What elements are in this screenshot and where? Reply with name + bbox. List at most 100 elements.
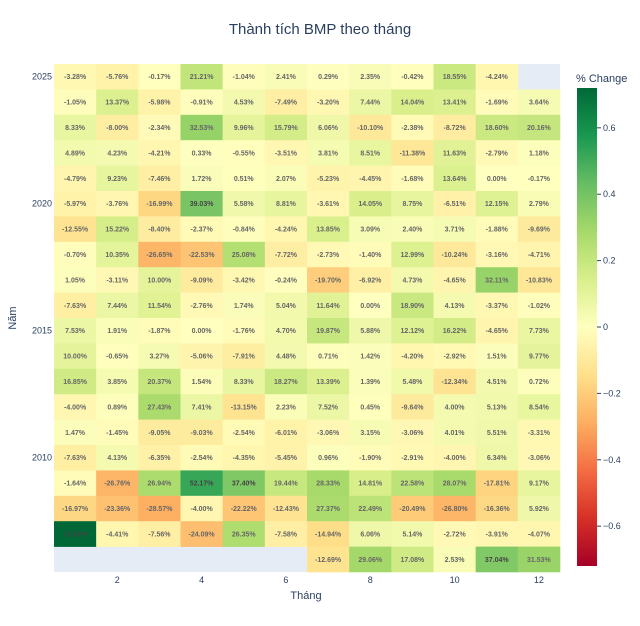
- heatmap-cell: [475, 241, 519, 268]
- heatmap-cell: [264, 89, 308, 116]
- cell-label: 2.40%: [402, 227, 423, 234]
- y-tick-label: 2020: [32, 199, 52, 209]
- heatmap-cell: [349, 191, 392, 217]
- cell-label: 1.42%: [360, 354, 381, 361]
- cell-label: -1.90%: [359, 455, 382, 462]
- heatmap-cell: [433, 343, 476, 370]
- heatmap-cell: [138, 495, 181, 522]
- heatmap-cell: [517, 394, 561, 420]
- heatmap-cells: -3.28% -5.76% -0.17% 21.21% -1.04% 2.41% 0.29%…: [54, 64, 561, 573]
- colorbar-tick-label: −0.6: [603, 521, 621, 531]
- heatmap-cell: [517, 470, 561, 497]
- heatmap-cell: [475, 394, 519, 420]
- y-tick-label: 2025: [32, 72, 52, 82]
- x-axis-ticks: 2 4 6 8 10 12: [115, 575, 544, 585]
- cell-label: 19.44%: [274, 481, 299, 488]
- cell-label: -14.94%: [315, 531, 342, 538]
- heatmap-cell: [433, 368, 476, 395]
- chart-title: Thành tích BMP theo tháng: [229, 21, 411, 38]
- heatmap-cell: [54, 267, 97, 293]
- heatmap-cell: [54, 368, 97, 395]
- cell-label: 14.05%: [358, 201, 383, 208]
- cell-label: 4.48%: [276, 354, 297, 361]
- cell-label: -16.36%: [484, 506, 511, 513]
- cell-label: 21.21%: [190, 74, 215, 81]
- cell-label: 10.00%: [148, 277, 173, 284]
- heatmap-cell: [222, 292, 266, 319]
- cell-label: 7.44%: [360, 100, 381, 107]
- heatmap-cell: [54, 292, 97, 319]
- heatmap-cell: [222, 343, 266, 370]
- cell-label: -19.70%: [315, 277, 342, 284]
- cell-label: -7.72%: [275, 252, 298, 259]
- cell-label: 2.07%: [276, 176, 297, 183]
- cell-label: 1.72%: [192, 176, 213, 183]
- cell-label: 12.99%: [401, 252, 426, 259]
- heatmap-cell: [180, 140, 223, 166]
- cell-label: 3.71%: [445, 227, 466, 234]
- cell-label: 0.96%: [318, 455, 339, 462]
- cell-label: -0.42%: [401, 74, 424, 81]
- heatmap-cell: [222, 495, 266, 522]
- heatmap-cell: [475, 470, 519, 497]
- heatmap-cell: [349, 368, 392, 395]
- heatmap-cell: [307, 394, 350, 420]
- heatmap-cell: [222, 191, 266, 217]
- cell-label: 7.53%: [65, 328, 86, 335]
- cell-label: 10.35%: [105, 252, 130, 259]
- cell-label: -9.09%: [190, 277, 213, 284]
- cell-label: -22.53%: [189, 252, 216, 259]
- heatmap-cell: [96, 445, 139, 471]
- heatmap-cell: [391, 241, 434, 268]
- heatmap-cell: [138, 267, 181, 293]
- cell-label: -23.36%: [104, 506, 131, 513]
- cell-label: 9.96%: [234, 125, 255, 132]
- heatmap-cell: [180, 419, 223, 446]
- cell-label: 4.89%: [65, 150, 86, 157]
- heatmap-cell: [180, 318, 223, 344]
- heatmap-cell: [180, 114, 223, 141]
- heatmap-cell: [349, 445, 392, 471]
- cell-label: -9.05%: [148, 430, 171, 437]
- cell-label: -10.24%: [442, 252, 469, 259]
- heatmap-cell: [222, 114, 266, 141]
- heatmap-cell: [475, 521, 519, 547]
- cell-label: 3.64%: [529, 100, 550, 107]
- colorbar-ticks: 0.6 0.4 0.2 0 −0.2 −0.4 −0.6: [597, 123, 621, 531]
- heatmap-cell: [391, 191, 434, 217]
- heatmap-cell: [180, 292, 223, 319]
- heatmap-cell: [349, 241, 392, 268]
- cell-label: -3.51%: [275, 150, 298, 157]
- cell-label: -1.04%: [233, 74, 256, 81]
- cell-label: -5.76%: [106, 74, 129, 81]
- cell-label: 18.90%: [401, 303, 426, 310]
- heatmap-cell: [517, 318, 561, 344]
- heatmap-cell: [264, 521, 308, 547]
- heatmap-cell: [517, 343, 561, 370]
- cell-label: -7.63%: [64, 455, 87, 462]
- cell-label: -28.57%: [146, 506, 173, 513]
- heatmap-cell: [138, 521, 181, 547]
- cell-label: 52.17%: [190, 481, 215, 488]
- heatmap-cell: [517, 267, 561, 293]
- cell-label: -3.11%: [106, 277, 129, 284]
- cell-label: -2.79%: [486, 150, 509, 157]
- cell-label: 32.53%: [190, 125, 215, 132]
- cell-label: 0.00%: [487, 176, 508, 183]
- heatmap-cell: [391, 546, 434, 573]
- heatmap-cell: [54, 470, 97, 497]
- heatmap-cell: [138, 445, 181, 471]
- cell-label: 18.55%: [443, 74, 468, 81]
- cell-label: 4.51%: [487, 379, 508, 386]
- cell-label: -5.23%: [317, 176, 340, 183]
- heatmap-cell: [349, 165, 392, 192]
- heatmap-cell: [222, 394, 266, 420]
- heatmap-cell: [264, 470, 308, 497]
- heatmap-cell: [307, 64, 350, 90]
- cell-label: -8.72%: [443, 125, 466, 132]
- cell-label: 4.23%: [107, 150, 128, 157]
- cell-label: 1.54%: [192, 379, 213, 386]
- cell-label: -13.15%: [231, 404, 258, 411]
- heatmap-cell: [138, 241, 181, 268]
- cell-label: -7.63%: [64, 303, 87, 310]
